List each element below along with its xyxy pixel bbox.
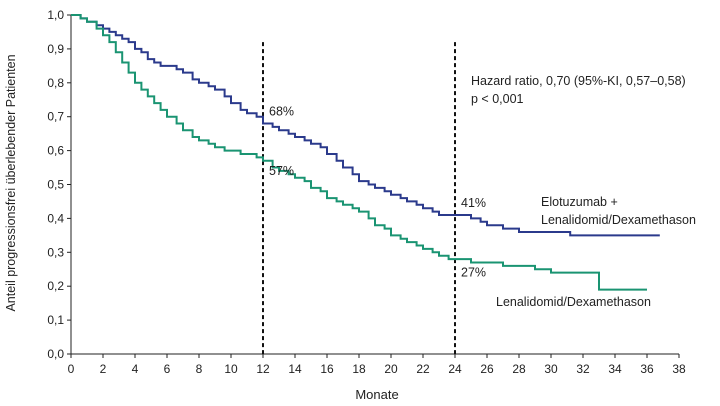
x-tick-label: 0 bbox=[68, 362, 75, 376]
x-tick-label: 26 bbox=[480, 362, 494, 376]
x-tick-label: 22 bbox=[416, 362, 430, 376]
y-tick-label: 0,4 bbox=[47, 211, 64, 225]
x-tick-label: 24 bbox=[448, 362, 462, 376]
x-tick-label: 28 bbox=[512, 362, 526, 376]
x-tick-label: 12 bbox=[256, 362, 270, 376]
series-line-lenalidomid bbox=[71, 14, 647, 291]
series-label-lenalidomid: Lenalidomid/Dexamethason bbox=[496, 295, 651, 309]
y-tick-label: 0,6 bbox=[47, 144, 64, 158]
value-12-len-label: 57% bbox=[269, 164, 294, 178]
series-label-elotuzumab: Elotuzumab + bbox=[541, 195, 618, 209]
x-tick-label: 38 bbox=[672, 362, 686, 376]
value-24-elo-label: 41% bbox=[461, 196, 486, 210]
x-tick-label: 8 bbox=[196, 362, 203, 376]
y-tick-label: 0,8 bbox=[47, 76, 64, 90]
hazard-ratio-text: Hazard ratio, 0,70 (95%-KI, 0,57–0,58) bbox=[471, 74, 686, 88]
x-tick-label: 18 bbox=[352, 362, 366, 376]
y-tick-label: 0,0 bbox=[47, 347, 64, 361]
y-tick-label: 0,2 bbox=[47, 279, 64, 293]
x-tick-label: 4 bbox=[132, 362, 139, 376]
y-axis-label: Anteil progressionsfrei überlebender Pat… bbox=[4, 54, 18, 311]
x-axis-label: Monate bbox=[355, 387, 398, 402]
reference-lines bbox=[262, 42, 456, 354]
x-tick-label: 10 bbox=[224, 362, 238, 376]
y-tick-label: 0,7 bbox=[47, 110, 64, 124]
x-tick-label: 6 bbox=[164, 362, 171, 376]
x-tick-label: 2 bbox=[100, 362, 107, 376]
axes bbox=[67, 14, 680, 358]
x-tick-label: 36 bbox=[640, 362, 654, 376]
series-group bbox=[71, 14, 660, 291]
value-24-len-label: 27% bbox=[461, 265, 486, 279]
series-label-elotuzumab: Lenalidomid/Dexamethason bbox=[541, 213, 696, 227]
x-tick-label: 34 bbox=[608, 362, 622, 376]
series-line-elotuzumab bbox=[71, 14, 660, 237]
x-tick-label: 32 bbox=[576, 362, 590, 376]
hazard-ratio-text: p < 0,001 bbox=[471, 92, 524, 106]
value-12-elo-label: 68% bbox=[269, 104, 294, 118]
x-tick-label: 20 bbox=[384, 362, 398, 376]
y-tick-label: 0,5 bbox=[47, 178, 64, 192]
x-tick-label: 14 bbox=[288, 362, 302, 376]
tick-labels: 0,00,10,20,30,40,50,60,70,80,91,00 2 4 6 8 10… bbox=[47, 8, 686, 376]
y-tick-label: 0,1 bbox=[47, 313, 64, 327]
x-tick-label: 16 bbox=[320, 362, 334, 376]
y-tick-label: 0,9 bbox=[47, 42, 64, 56]
y-tick-label: 1,0 bbox=[47, 8, 64, 22]
x-tick-label: 30 bbox=[544, 362, 558, 376]
annotations: Elotuzumab + Lenalidomid/Dexamethason Lena… bbox=[269, 74, 696, 309]
y-tick-label: 0,3 bbox=[47, 245, 64, 259]
